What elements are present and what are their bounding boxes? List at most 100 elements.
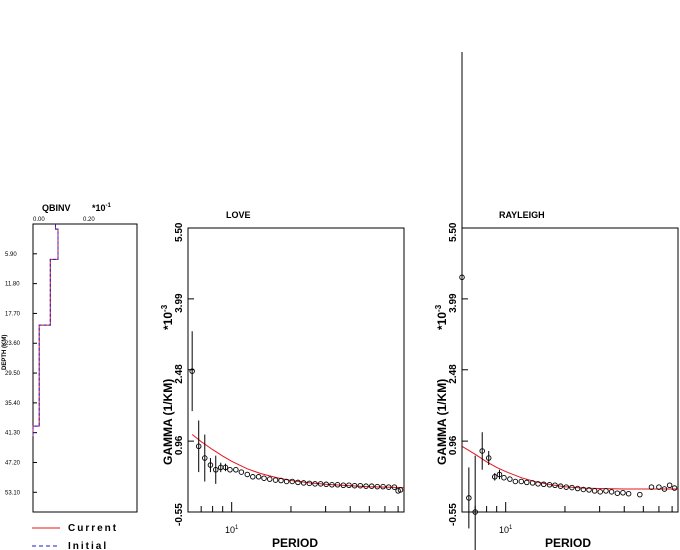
ray-data-point [485, 455, 492, 461]
qbinv-ytick-label: 23.60 [5, 341, 21, 347]
ray-data-point [620, 490, 626, 496]
love-data-point [295, 479, 301, 486]
love-data-point [289, 478, 295, 485]
qbinv-title: QBINV [42, 203, 71, 213]
ray-data-point [557, 483, 564, 489]
ray-ytick-label: 5.50 [448, 222, 459, 242]
ray-data-point [569, 484, 575, 491]
ray-data-point [512, 478, 519, 485]
love-data-point [351, 482, 358, 489]
ray-data-point [648, 484, 655, 490]
ray-data-point [535, 481, 541, 487]
love-data-point [306, 480, 313, 487]
ray-data-point [479, 448, 485, 454]
qbinv-ytick-label: 11.80 [5, 282, 20, 288]
love-multiplier: *10-3 [160, 304, 175, 330]
rayleigh-xlabel: PERIOD [545, 536, 591, 550]
love-data-point [272, 477, 279, 483]
ray-data-point [492, 474, 498, 480]
rayleigh-model-curve [461, 445, 678, 490]
love-data-point [329, 482, 335, 488]
legend-initial-label: Initial [68, 541, 108, 550]
love-data-point [261, 475, 267, 481]
qbinv-multiplier: *10-1 [92, 203, 112, 213]
love-ylabel: GAMMA (1/KM) [161, 379, 175, 465]
ray-data-point [671, 485, 678, 491]
qbinv-series [32, 224, 59, 437]
ray-data-point [529, 480, 536, 486]
love-data-point [207, 462, 214, 468]
love-data-point [202, 455, 208, 461]
ray-data-point [666, 482, 673, 488]
love-data-point [244, 471, 251, 478]
qbinv-ytick-label: 17.70 [5, 311, 21, 317]
love-ytick-label: -0.55 [174, 503, 185, 526]
qbinv-ytick-label: 5.90 [5, 252, 17, 258]
qbinv-ylabel: DEPTH (KM) [2, 335, 8, 370]
love-data-point [380, 483, 386, 490]
love-ytick-label: 2.48 [174, 364, 185, 384]
love-xtick-label: 101 [225, 525, 239, 535]
ray-ytick-label: 2.48 [448, 364, 459, 384]
love-data-point [395, 488, 401, 494]
qbinv-xtick-1: 0.20 [83, 217, 95, 223]
qbinv-series-initial [32, 224, 59, 437]
love-data-point [238, 469, 245, 475]
ray-data-point [472, 509, 478, 515]
love-data-point [357, 482, 364, 489]
ray-data-point [540, 481, 547, 488]
love-data-point [312, 481, 318, 487]
love-data-point [334, 482, 341, 488]
love-panel: LOVE -0.55 0.96 2.48 3.99 5.50 101 PERIOD GA… [160, 210, 405, 550]
ray-data-point [546, 482, 553, 488]
ray-data-point [608, 489, 615, 495]
love-ytick-label: 3.99 [174, 293, 185, 313]
rayleigh-multiplier: *10-3 [434, 304, 449, 330]
love-data-point [385, 484, 392, 490]
ray-data-point [563, 484, 569, 490]
qbinv-series-current [32, 224, 59, 437]
love-data-point [213, 467, 219, 473]
rayleigh-observations [459, 51, 678, 550]
qbinv-xtick-0: 0.00 [33, 217, 45, 223]
legend-current-label: Current [68, 523, 118, 534]
love-data-point [300, 480, 307, 486]
rayleigh-yticks: -0.55 0.96 2.48 3.99 5.50 [448, 222, 468, 526]
love-data-point [233, 467, 239, 473]
ray-data-point [603, 488, 609, 494]
ray-data-point [614, 490, 621, 496]
ray-model-line [461, 445, 678, 490]
love-data-point [323, 481, 329, 488]
ray-data-point [459, 274, 465, 281]
love-data-point [340, 482, 347, 488]
love-data-point [283, 478, 290, 485]
love-xticks [200, 502, 399, 512]
legend: Current Initial [32, 523, 118, 550]
love-data-point [266, 476, 273, 482]
rayleigh-frame [461, 227, 679, 513]
love-data-point [227, 467, 233, 473]
rayleigh-ylabel: GAMMA (1/KM) [435, 379, 449, 465]
ray-data-point [591, 488, 598, 494]
qbinv-ytick-label: 53.10 [5, 490, 21, 496]
qbinv-yticks: 5.90 11.80 17.70 23.60 29.50 35.40 41.30 47.20 5… [5, 252, 37, 496]
ray-data-point [586, 487, 592, 493]
love-data-point [368, 483, 375, 489]
ray-ytick-label: 3.99 [448, 293, 459, 313]
qbinv-ytick-label: 29.50 [5, 371, 21, 377]
love-data-point [222, 464, 229, 471]
love-data-point [363, 483, 369, 489]
love-data-point [346, 482, 352, 488]
ray-data-point [496, 471, 503, 478]
love-data-point [374, 483, 381, 490]
ray-data-point [501, 474, 507, 481]
ray-data-point [507, 476, 513, 482]
love-data-point [278, 477, 284, 484]
rayleigh-xticks [474, 502, 673, 512]
rayleigh-panel: RAYLEIGH -0.55 0.96 2.48 3.99 5.50 101 PERIO… [434, 51, 679, 550]
qbinv-ytick-label: 41.30 [5, 431, 21, 437]
love-yticks: -0.55 0.96 2.48 3.99 5.50 [174, 222, 194, 526]
love-data-point [250, 474, 256, 480]
love-model-line [191, 434, 405, 489]
